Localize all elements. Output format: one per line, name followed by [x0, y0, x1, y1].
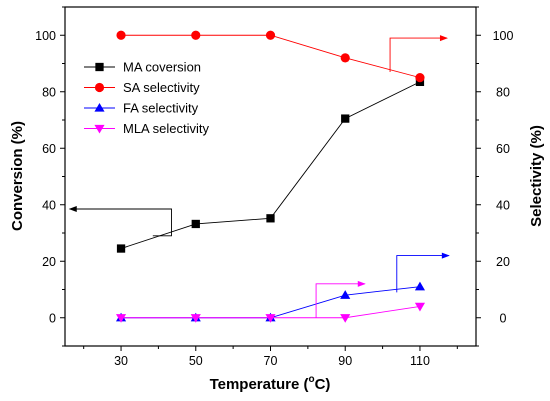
legend-marker — [94, 102, 105, 112]
data-point — [116, 244, 126, 253]
legend-marker — [95, 62, 104, 72]
x-axis-title-suffix: C) — [315, 376, 331, 393]
data-point — [341, 114, 350, 123]
axis-pointer-line — [389, 37, 447, 72]
x-axis-title: Temperature (oC) — [210, 374, 331, 393]
y-axis-left-title: Conversion (%) — [9, 121, 26, 231]
data-point — [414, 302, 426, 312]
x-tick-label: 90 — [338, 354, 352, 368]
axis-pointer-head — [357, 280, 366, 287]
legend-marker — [94, 124, 105, 134]
legend-label: MA coversion — [123, 60, 201, 75]
axis-pointer-head — [441, 252, 450, 259]
legend-label: MLA selectivity — [123, 121, 209, 136]
data-point — [340, 290, 351, 299]
y-right-tick-label: 0 — [500, 311, 507, 325]
y-right-tick-label: 100 — [493, 29, 514, 43]
y-right-tick-label: 60 — [496, 142, 510, 156]
data-point — [191, 219, 200, 229]
axis-pointer-line — [396, 255, 449, 293]
data-point — [265, 314, 276, 323]
y-left-tick-label: 40 — [42, 198, 56, 212]
y-left-tick-label: 20 — [42, 255, 56, 269]
lines-layer — [120, 34, 421, 319]
ticks-layer: 30 50 70 90 110 0 20 40 60 80 100 0 20 40 60 80 100 — [35, 6, 514, 368]
axis-pointer-head — [439, 35, 448, 42]
data-point — [190, 314, 201, 323]
data-point — [415, 73, 425, 83]
y-right-tick-label: 40 — [496, 198, 510, 212]
data-point — [340, 53, 350, 63]
data-point — [191, 30, 201, 40]
legend-label: SA selectivity — [123, 80, 200, 95]
axis-pointer-line — [69, 208, 172, 237]
plot-frame — [64, 6, 477, 347]
y-right-tick-label: 20 — [496, 255, 510, 269]
data-point — [266, 214, 275, 223]
legend-marker — [94, 82, 105, 93]
y-left-tick-label: 100 — [35, 29, 56, 43]
x-tick-label: 110 — [410, 354, 430, 368]
axis-pointer-line — [315, 283, 365, 318]
x-tick-label: 70 — [264, 354, 278, 368]
x-tick-label: 50 — [189, 354, 203, 368]
x-axis-title-degree: o — [308, 374, 314, 385]
x-tick-label: 30 — [114, 354, 128, 368]
data-point — [340, 314, 351, 323]
legend-label: FA selectivity — [123, 101, 199, 116]
markers-layer — [115, 30, 426, 323]
y-left-tick-label: 80 — [42, 85, 56, 99]
x-axis-title-main: Temperature ( — [210, 376, 309, 393]
data-point — [414, 281, 426, 291]
y-right-tick-label: 80 — [496, 85, 510, 99]
y-axis-right-title: Selectivity (%) — [528, 125, 545, 227]
y-left-tick-label: 0 — [49, 311, 56, 325]
data-point — [116, 30, 126, 40]
legend: MA coversion SA selectivity FA selectivity… — [84, 60, 209, 136]
data-point — [265, 30, 276, 40]
axis-pointers — [68, 35, 450, 318]
axis-pointer-head — [68, 205, 77, 212]
y-left-tick-label: 60 — [42, 142, 56, 156]
data-point — [115, 314, 127, 323]
